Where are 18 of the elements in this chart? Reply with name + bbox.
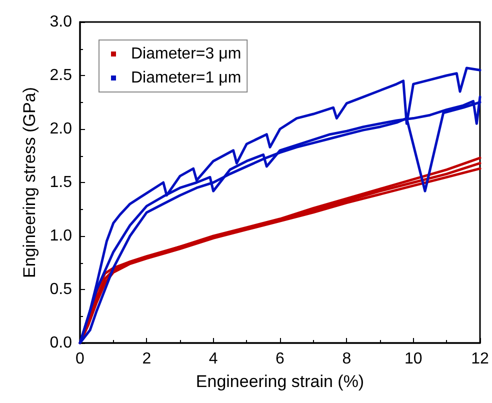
x-tick-label: 4 <box>208 350 218 368</box>
x-tick-label: 8 <box>342 350 352 368</box>
y-tick-label: 2.0 <box>50 120 72 138</box>
y-tick-label: 2.5 <box>50 67 72 84</box>
y-tick-label: 0.5 <box>50 281 72 298</box>
y-tick-label: 0.0 <box>50 334 72 352</box>
y-axis-title: Engineering stress (GPa) <box>20 87 39 278</box>
x-tick-label: 2 <box>142 350 152 368</box>
legend-label: Diameter=1 μm <box>131 70 242 86</box>
legend-label: Diameter=3 μm <box>131 46 242 62</box>
y-tick-label: 1.0 <box>50 228 72 244</box>
x-axis-title: Engineering strain (%) <box>196 372 364 391</box>
y-tick-label: 1.5 <box>50 174 72 191</box>
x-tick-label: 6 <box>276 350 285 368</box>
x-tick-label: 10 <box>404 350 422 368</box>
y-tick-label: 3.0 <box>50 14 72 30</box>
x-tick-label: 0 <box>76 350 85 368</box>
x-tick-label: 12 <box>471 350 489 368</box>
